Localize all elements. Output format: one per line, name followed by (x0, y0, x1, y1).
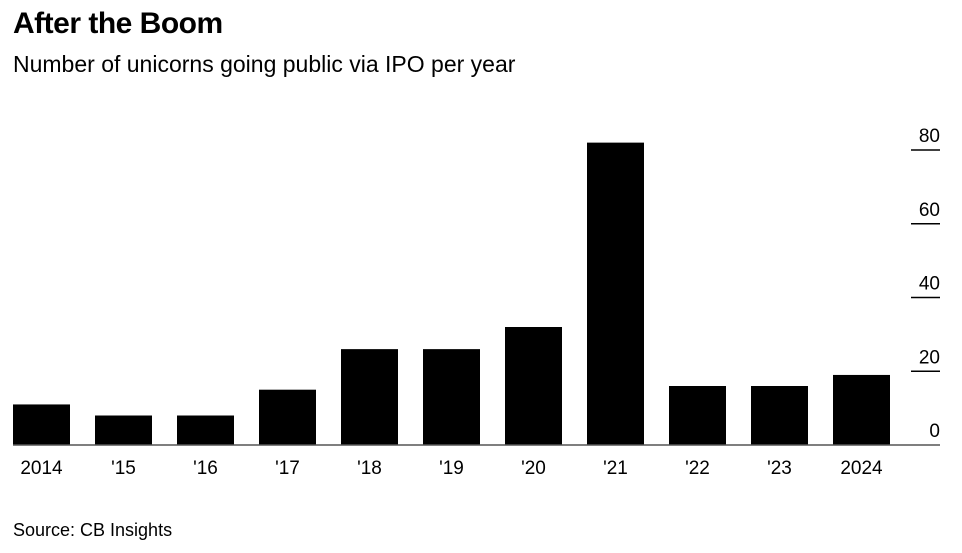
x-tick-label: '18 (357, 458, 382, 479)
bar-22 (669, 386, 726, 445)
y-tick-label: 80 (919, 126, 940, 147)
bar-23 (751, 386, 808, 445)
x-tick-label: '19 (439, 458, 464, 479)
bar-19 (423, 349, 480, 445)
source-note: Source: CB Insights (13, 520, 173, 540)
x-axis-labels: 2014 '15 '16 '17 '18 '19 '20 '21 '22 '23 2024 (20, 458, 883, 479)
bar-2024 (833, 374, 890, 445)
bar-16 (177, 415, 234, 445)
x-tick-label: 2014 (20, 458, 63, 479)
x-tick-label: 2024 (840, 458, 883, 479)
bar-17 (259, 389, 316, 445)
x-tick-label: '22 (685, 458, 710, 479)
x-tick-label: '23 (767, 458, 792, 479)
chart-subtitle: Number of unicorns going public via IPO … (13, 51, 516, 77)
bar-15 (95, 415, 152, 445)
bars-group (13, 142, 890, 445)
bar-18 (341, 349, 398, 445)
y-axis: 0 20 40 60 80 (911, 126, 940, 442)
x-tick-label: '16 (193, 458, 218, 479)
x-tick-label: '15 (111, 458, 136, 479)
bar-20 (505, 327, 562, 445)
x-tick-label: '20 (521, 458, 546, 479)
y-tick-label: 60 (919, 200, 940, 221)
y-tick-label: 20 (919, 347, 940, 368)
y-tick-label: 40 (919, 274, 940, 295)
chart-title: After the Boom (13, 7, 223, 40)
x-tick-label: '21 (603, 458, 628, 479)
y-tick-label: 0 (929, 421, 940, 442)
x-tick-label: '17 (275, 458, 300, 479)
bar-21 (587, 142, 644, 445)
bar-2014 (13, 404, 70, 445)
